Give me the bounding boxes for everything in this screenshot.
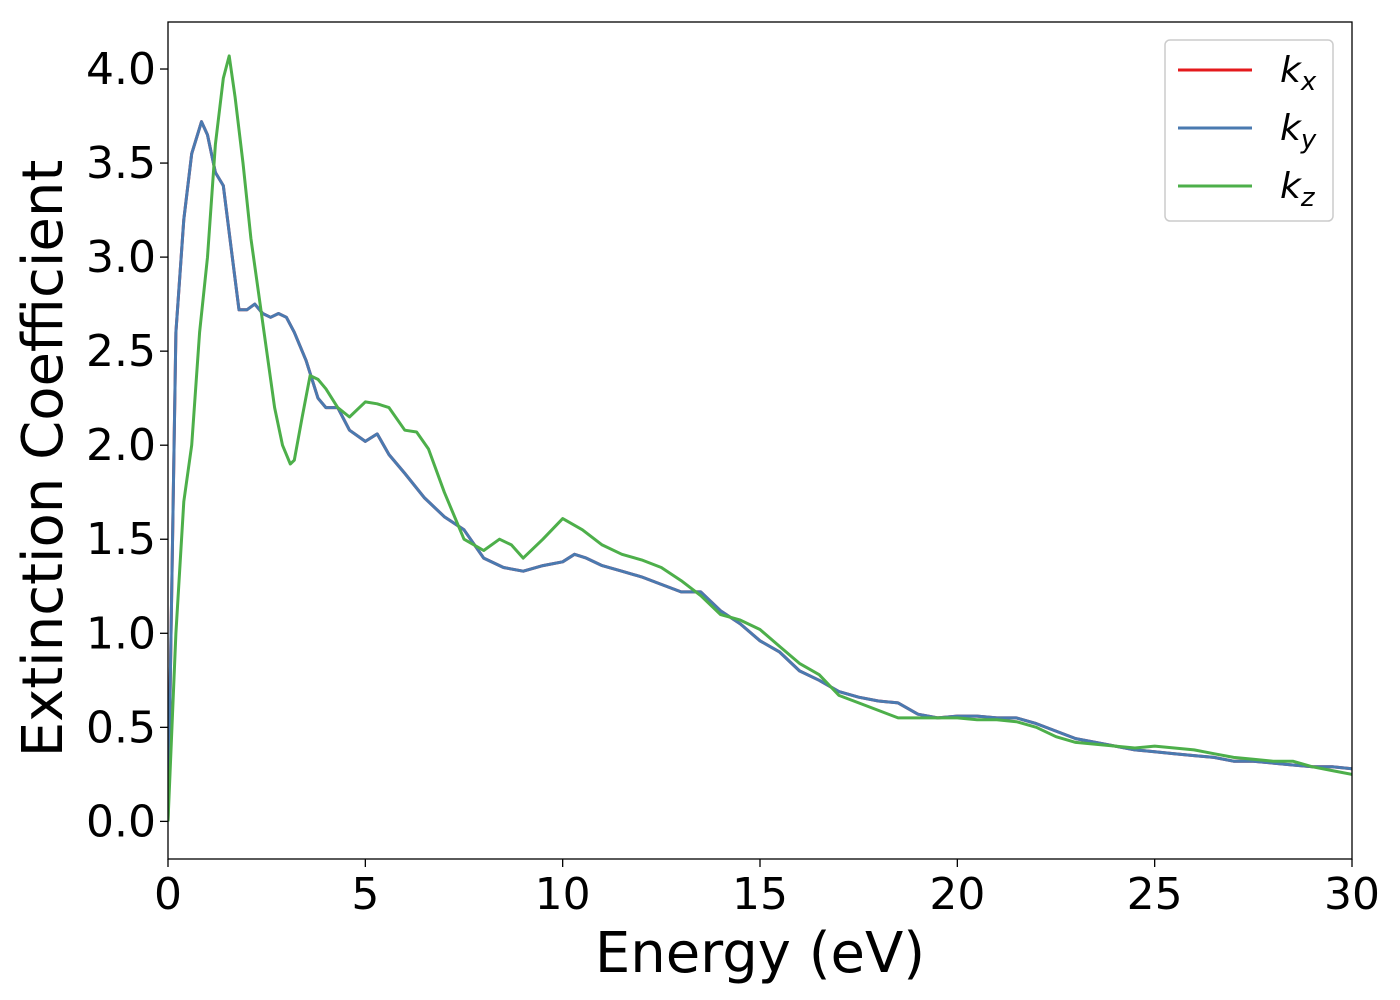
series-line-kz [168,54,1352,822]
legend-label: ky [1280,108,1317,155]
y-axis-title: Extinction Coefficient [11,160,76,758]
y-axis: 0.0 0.5 1.0 1.5 2.0 2.5 3.0 3.5 4.0 [86,44,168,847]
x-axis: 0 5 10 15 20 25 30 [154,859,1380,920]
legend-box [1164,39,1334,222]
legend-label-subscript: y [1300,125,1317,155]
series-layer [168,54,1352,822]
legend-label: kz [1280,166,1316,213]
x-tick-label: 5 [351,869,379,920]
legend-label-main: k [1280,166,1303,207]
x-tick-label: 15 [732,869,788,920]
y-tick-label: 1.5 [86,514,156,565]
x-tick-label: 25 [1127,869,1183,920]
y-tick-label: 0.0 [86,796,156,847]
x-tick-label: 10 [535,869,591,920]
legend-label-subscript: x [1300,67,1317,97]
x-tick-label: 20 [929,869,985,920]
legend-label-subscript: z [1300,183,1316,213]
y-tick-label: 4.0 [86,44,156,95]
x-tick-label: 30 [1324,869,1380,920]
y-tick-label: 2.0 [86,420,156,471]
legend-label: kx [1280,50,1317,97]
y-tick-label: 2.5 [86,326,156,377]
y-tick-label: 3.0 [86,232,156,283]
x-axis-title: Energy (eV) [595,921,925,986]
y-tick-label: 0.5 [86,702,156,753]
legend-label-main: k [1280,50,1303,91]
legend-label-main: k [1280,108,1303,149]
y-tick-label: 1.0 [86,608,156,659]
x-tick-label: 0 [154,869,182,920]
y-tick-label: 3.5 [86,138,156,189]
